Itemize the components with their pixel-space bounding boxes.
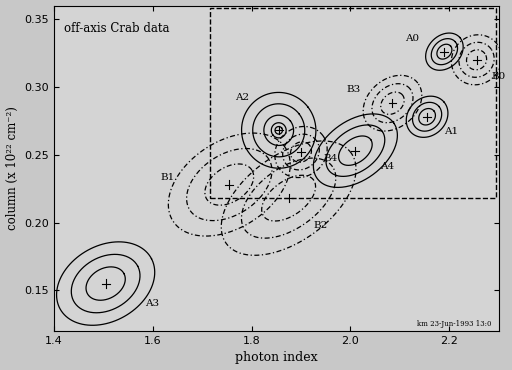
Text: A4: A4 — [380, 162, 394, 171]
Text: A0: A0 — [406, 34, 420, 43]
Text: A1: A1 — [444, 127, 459, 136]
Text: B2: B2 — [313, 221, 328, 230]
X-axis label: photon index: photon index — [235, 352, 317, 364]
Text: B4: B4 — [323, 154, 337, 163]
Text: A3: A3 — [145, 299, 159, 309]
Text: B1: B1 — [161, 173, 175, 182]
Y-axis label: column (x 10²² cm⁻²): column (x 10²² cm⁻²) — [6, 106, 18, 230]
Text: A2: A2 — [235, 93, 249, 102]
Text: km 23-Jun-1993 13:0: km 23-Jun-1993 13:0 — [417, 320, 492, 328]
Text: off-axis Crab data: off-axis Crab data — [63, 22, 169, 35]
Text: B3: B3 — [346, 85, 360, 94]
Text: B0: B0 — [492, 71, 506, 81]
